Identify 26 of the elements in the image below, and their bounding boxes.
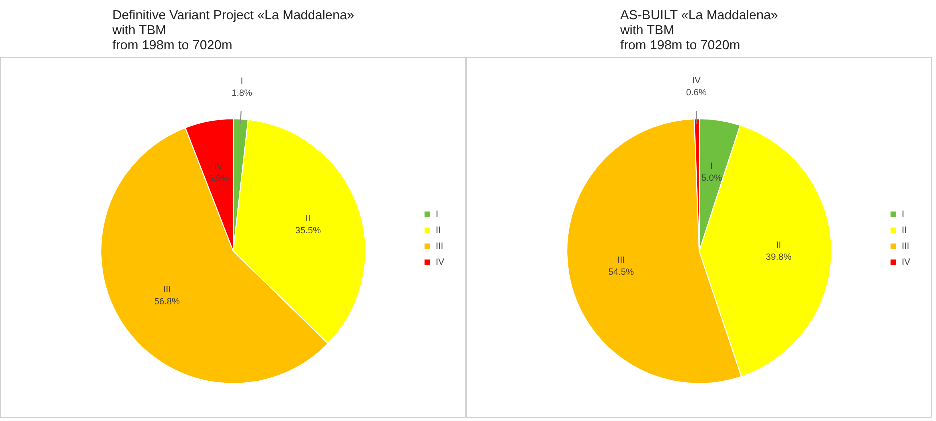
slice-label: III (163, 284, 172, 295)
slice-label: II (776, 240, 782, 250)
legend-label: I (902, 208, 906, 218)
chart-title: Definitive Variant Project «La Maddalena» with TBM from 198m to 7020m (112, 8, 354, 52)
chart-title: AS-BUILT «La Maddalena» with TBM from 198m to 7020m (619, 8, 778, 52)
data-label: 5.9% (208, 174, 230, 184)
slice-label: IV (692, 76, 701, 86)
legend-label: II (436, 224, 442, 234)
legend-label: II (902, 224, 908, 234)
slice-label: IV (214, 162, 224, 172)
legend-label: III (902, 240, 911, 250)
legend-label: IV (436, 256, 446, 266)
slice-label: III (618, 254, 626, 265)
slice-label: I (240, 76, 244, 86)
data-label: 35.5% (296, 225, 322, 236)
legend-label: IV (902, 256, 912, 266)
data-label: 0.6% (686, 88, 707, 98)
data-label: 56.8% (154, 296, 180, 307)
data-label: 54.5% (608, 266, 634, 277)
data-label: 5.0% (702, 173, 722, 184)
data-label: 39.8% (766, 252, 792, 262)
legend-label: III (436, 240, 445, 250)
legend-label: I (436, 208, 440, 218)
slice-label: I (710, 161, 714, 172)
data-label: 1.8% (232, 88, 252, 98)
slice-label: II (306, 213, 311, 224)
